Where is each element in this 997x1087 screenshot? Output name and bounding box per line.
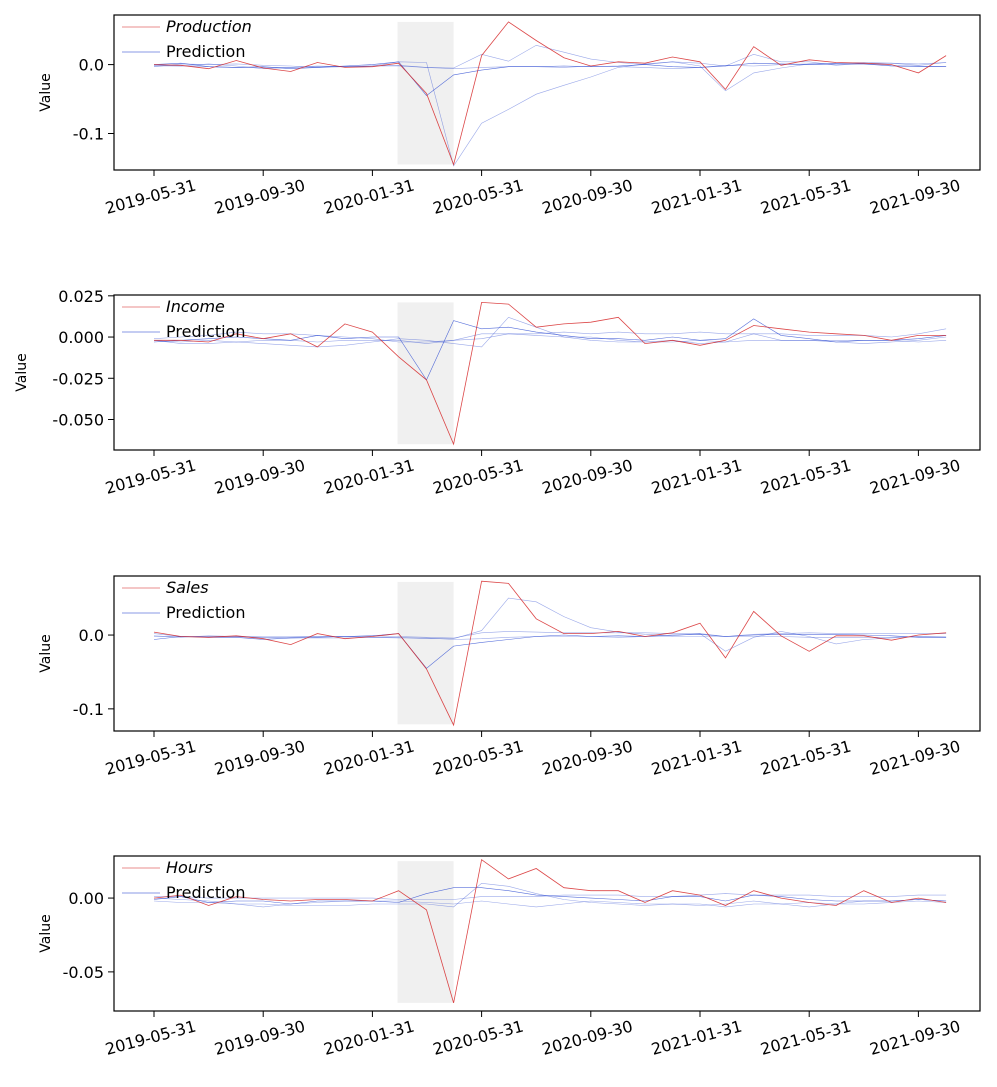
chart-panel-2: 0.025 0.000 -0.025 -0.050 Value 2019-05-31 201…: [14, 287, 981, 498]
shaded-region: [397, 581, 454, 725]
y-tick-label: -0.05: [63, 963, 104, 982]
actual-line: [153, 21, 947, 166]
prediction-line: [154, 597, 947, 652]
x-tick-label: 2021-05-31: [758, 1016, 853, 1058]
plot-frame: [113, 855, 981, 1012]
y-tick-label: 0.0: [79, 56, 104, 75]
prediction-line: [153, 333, 947, 344]
x-tick-label: 2020-01-31: [322, 175, 417, 217]
x-tick-label: 2019-09-30: [212, 1016, 307, 1058]
x-tick-label: 2020-05-31: [431, 175, 526, 217]
x-tick-label: 2020-09-30: [540, 175, 635, 217]
x-tick-label: 2019-05-31: [103, 736, 198, 778]
prediction-line: [153, 635, 947, 640]
y-tick-label: 0.025: [58, 287, 104, 306]
y-axis-label: Value: [38, 914, 54, 952]
legend-label: Production: [166, 17, 252, 36]
x-tick-label: 2019-09-30: [212, 455, 307, 497]
prediction-line: [153, 316, 947, 348]
y-tick-label: 0.000: [58, 328, 104, 347]
x-tick-label: 2021-05-31: [758, 175, 853, 217]
legend-label: Prediction: [166, 883, 245, 902]
y-tick-label: -0.025: [52, 369, 104, 388]
y-tick-label: 0.00: [68, 889, 104, 908]
chart-panel-3: 0.0 -0.1 Value 2019-05-31 2019-09-30 2020-01-…: [38, 575, 981, 779]
legend-label: Hours: [166, 858, 213, 877]
prediction-line: [153, 328, 947, 343]
legend-label: Income: [166, 297, 225, 316]
legend-label: Prediction: [166, 322, 245, 341]
x-tick-label: 2021-09-30: [868, 1016, 963, 1058]
prediction-line: [154, 62, 947, 70]
actual-line: [153, 859, 947, 1004]
shaded-region: [397, 861, 454, 1003]
prediction-line: [153, 633, 947, 669]
x-tick-label: 2019-05-31: [103, 455, 198, 497]
y-tick-label: -0.1: [73, 700, 104, 719]
y-axis-label: Value: [14, 353, 30, 391]
prediction-line: [153, 61, 947, 167]
prediction-line: [153, 61, 947, 97]
x-tick-label: 2020-01-31: [322, 455, 417, 497]
x-tick-label: 2021-05-31: [758, 455, 853, 497]
prediction-line: [153, 631, 947, 639]
y-axis-label: Value: [38, 73, 54, 111]
plot-frame: [113, 575, 981, 732]
x-tick-label: 2021-05-31: [758, 736, 853, 778]
y-tick-label: -0.050: [52, 410, 104, 429]
legend: Hours Prediction: [122, 858, 245, 902]
chart-panel-4: 0.00 -0.05 Value 2019-05-31 2019-09-30 2020-0…: [38, 855, 981, 1059]
legend-label: Prediction: [166, 42, 245, 61]
legend-label: Prediction: [166, 603, 245, 622]
prediction-line: [153, 882, 947, 908]
x-tick-label: 2020-09-30: [540, 455, 635, 497]
x-tick-label: 2021-09-30: [868, 175, 963, 217]
x-tick-label: 2020-05-31: [431, 1016, 526, 1058]
shaded-region: [397, 302, 454, 445]
x-tick-label: 2020-01-31: [322, 736, 417, 778]
prediction-line: [153, 318, 947, 381]
x-tick-label: 2021-01-31: [649, 736, 744, 778]
actual-line: [153, 580, 947, 727]
x-tick-label: 2019-05-31: [103, 175, 198, 217]
x-tick-label: 2020-09-30: [540, 1016, 635, 1058]
x-tick-label: 2021-01-31: [649, 175, 744, 217]
legend: Income Prediction: [122, 297, 245, 341]
x-tick-label: 2019-09-30: [212, 175, 307, 217]
y-tick-label: 0.0: [79, 626, 104, 645]
x-tick-label: 2021-09-30: [868, 736, 963, 778]
prediction-line: [153, 887, 947, 905]
legend-label: Sales: [166, 578, 209, 597]
x-tick-label: 2019-09-30: [212, 736, 307, 778]
x-tick-label: 2021-01-31: [649, 1016, 744, 1058]
x-tick-label: 2020-05-31: [431, 455, 526, 497]
legend: Production Prediction: [122, 17, 252, 61]
x-tick-label: 2021-01-31: [649, 455, 744, 497]
x-tick-label: 2019-05-31: [103, 1016, 198, 1058]
chart-panel-1: 0.0 -0.1 Value 2019-05-31 2019-09-30 2020-01-…: [38, 14, 981, 218]
legend: Sales Prediction: [122, 578, 245, 622]
y-axis-label: Value: [38, 634, 54, 672]
x-tick-label: 2020-09-30: [540, 736, 635, 778]
actual-line: [154, 301, 947, 446]
prediction-line: [153, 897, 947, 908]
prediction-line: [154, 893, 947, 900]
plot-frame: [113, 14, 981, 171]
x-tick-label: 2020-01-31: [322, 1016, 417, 1058]
x-tick-label: 2021-09-30: [868, 455, 963, 497]
plot-frame: [113, 294, 981, 451]
y-tick-label: -0.1: [73, 124, 104, 143]
x-tick-label: 2020-05-31: [431, 736, 526, 778]
